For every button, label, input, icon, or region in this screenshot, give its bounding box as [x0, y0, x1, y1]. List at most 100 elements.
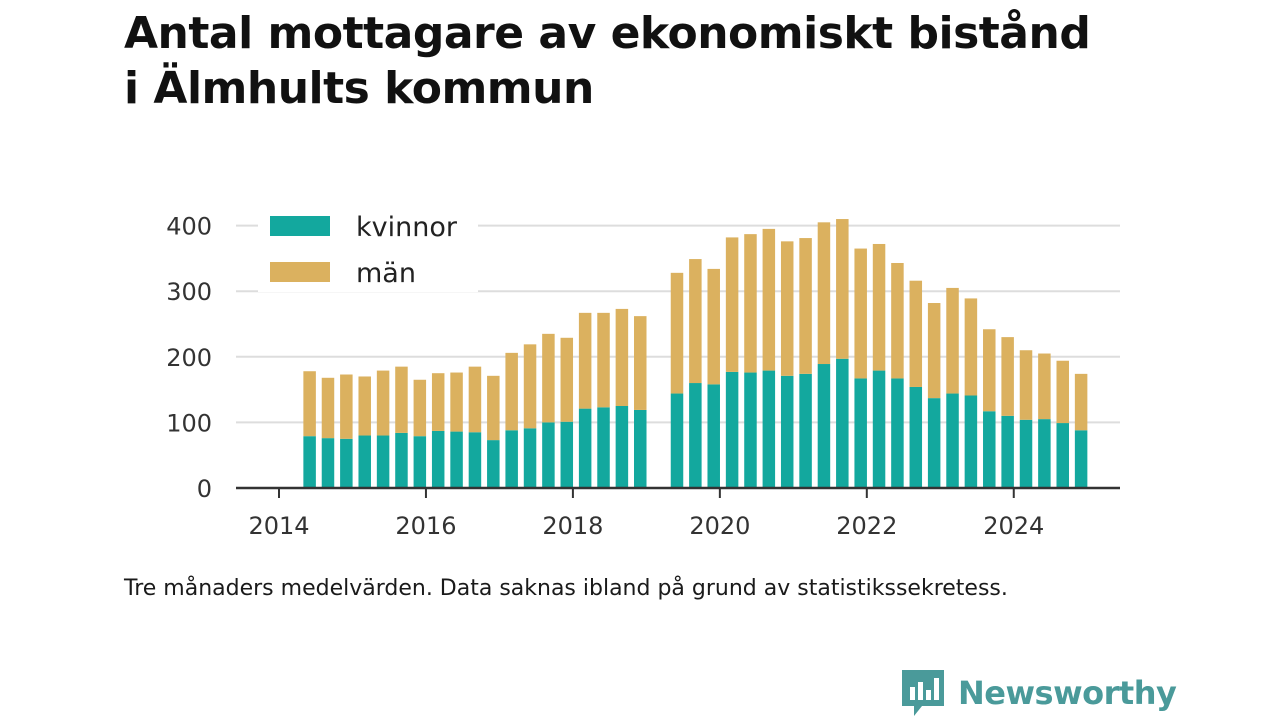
- bar-man: [964, 298, 978, 396]
- bar-man: [395, 366, 408, 433]
- bar-kvinnor: [744, 372, 757, 488]
- bar-kvinnor: [891, 378, 904, 488]
- bar-kvinnor: [1056, 423, 1069, 488]
- bar-man: [1001, 337, 1014, 416]
- bar-kvinnor: [358, 435, 371, 488]
- bar-kvinnor: [468, 432, 482, 488]
- x-tick-label: 2024: [983, 512, 1044, 540]
- bar-man: [597, 312, 610, 408]
- brand-logo: Newsworthy: [902, 668, 1177, 718]
- bar-kvinnor: [817, 364, 831, 488]
- x-tick-label: 2020: [689, 512, 750, 540]
- x-tick-label: 2022: [836, 512, 897, 540]
- y-tick-label: 0: [197, 475, 212, 503]
- bar-man: [872, 243, 886, 371]
- bar-man: [983, 329, 996, 412]
- bar-man: [560, 337, 574, 422]
- bar-man: [927, 303, 941, 399]
- bar-man: [946, 287, 959, 394]
- bar-man: [799, 238, 812, 374]
- legend: kvinnor män: [258, 206, 478, 292]
- bar-man: [909, 280, 923, 387]
- bar-kvinnor: [615, 406, 629, 488]
- chart-title-line-1: Antal mottagare av ekonomiskt bistånd: [124, 8, 1091, 59]
- bar-man: [340, 374, 353, 439]
- bar-kvinnor: [872, 370, 886, 488]
- legend-label: män: [356, 258, 416, 289]
- bar-man: [689, 259, 702, 384]
- y-axis: 0 100 200 300 400: [166, 213, 212, 503]
- bar-man: [817, 222, 831, 365]
- bar-man: [431, 373, 445, 431]
- bar-kvinnor: [597, 407, 610, 488]
- bar-kvinnor: [689, 383, 702, 488]
- bar-kvinnor: [578, 408, 592, 488]
- bar-man: [303, 371, 316, 437]
- bar-man: [413, 379, 427, 437]
- bar-kvinnor: [542, 422, 555, 488]
- bar-kvinnor: [634, 409, 647, 488]
- bar-kvinnor: [854, 378, 867, 488]
- bar-man: [450, 372, 463, 432]
- y-tick-label: 200: [166, 344, 212, 372]
- bar-kvinnor: [560, 421, 574, 488]
- bar-man: [854, 248, 867, 379]
- bar-man: [505, 352, 518, 431]
- bar-kvinnor: [983, 411, 996, 488]
- bar-man: [468, 366, 482, 433]
- bar-man: [891, 262, 904, 379]
- bar-man: [578, 312, 592, 409]
- bar-kvinnor: [450, 431, 463, 488]
- bar-kvinnor: [1001, 415, 1014, 488]
- bar-kvinnor: [376, 435, 390, 488]
- x-tick-label: 2016: [395, 512, 456, 540]
- bar-man: [358, 376, 371, 436]
- bar-kvinnor: [725, 371, 739, 488]
- bar-kvinnor: [909, 386, 923, 488]
- y-tick-label: 400: [166, 213, 212, 241]
- bar-man: [634, 316, 647, 410]
- bar-kvinnor: [780, 375, 794, 488]
- bar-kvinnor: [946, 393, 959, 488]
- y-tick-label: 100: [166, 409, 212, 437]
- newsworthy-logo-icon: [902, 670, 944, 716]
- bar-kvinnor: [670, 393, 684, 488]
- chart-title: Antal mottagare av ekonomiskt bistånd i …: [124, 6, 1224, 116]
- bar-kvinnor: [1019, 419, 1033, 488]
- bar-man: [487, 375, 500, 441]
- bar-man: [1019, 350, 1033, 420]
- bar-kvinnor: [487, 440, 500, 488]
- bar-man: [725, 237, 739, 372]
- x-axis: 2014 2016 2018 2020 2022 2024: [236, 486, 1120, 540]
- legend-swatch-män: [270, 262, 330, 282]
- bar-kvinnor: [303, 436, 316, 488]
- bar-kvinnor: [395, 432, 408, 488]
- bars: [303, 219, 1088, 488]
- bar-man: [836, 219, 849, 359]
- chart-title-line-2: i Älmhults kommun: [124, 63, 594, 114]
- chart-caption: Tre månaders medelvärden. Data saknas ib…: [124, 576, 1008, 601]
- bar-man: [523, 344, 537, 429]
- bar-kvinnor: [1074, 430, 1088, 488]
- bar-man: [670, 272, 684, 394]
- bar-kvinnor: [762, 370, 776, 488]
- bar-man: [1038, 353, 1051, 420]
- x-tick-label: 2018: [542, 512, 603, 540]
- bar-kvinnor: [321, 438, 335, 488]
- brand-name: Newsworthy: [958, 674, 1177, 712]
- bar-man: [1074, 373, 1088, 431]
- legend-label: kvinnor: [356, 212, 458, 243]
- y-tick-label: 300: [166, 278, 212, 306]
- bar-man: [376, 370, 390, 436]
- bar-man: [780, 241, 794, 376]
- bar-man: [615, 308, 629, 406]
- bar-man: [1056, 360, 1069, 424]
- bar-kvinnor: [799, 373, 812, 488]
- bar-kvinnor: [1038, 419, 1051, 488]
- bar-kvinnor: [964, 395, 978, 488]
- legend-swatch-kvinnor: [270, 216, 330, 236]
- bar-kvinnor: [340, 438, 353, 488]
- bar-man: [707, 268, 720, 385]
- bar-man: [542, 333, 555, 423]
